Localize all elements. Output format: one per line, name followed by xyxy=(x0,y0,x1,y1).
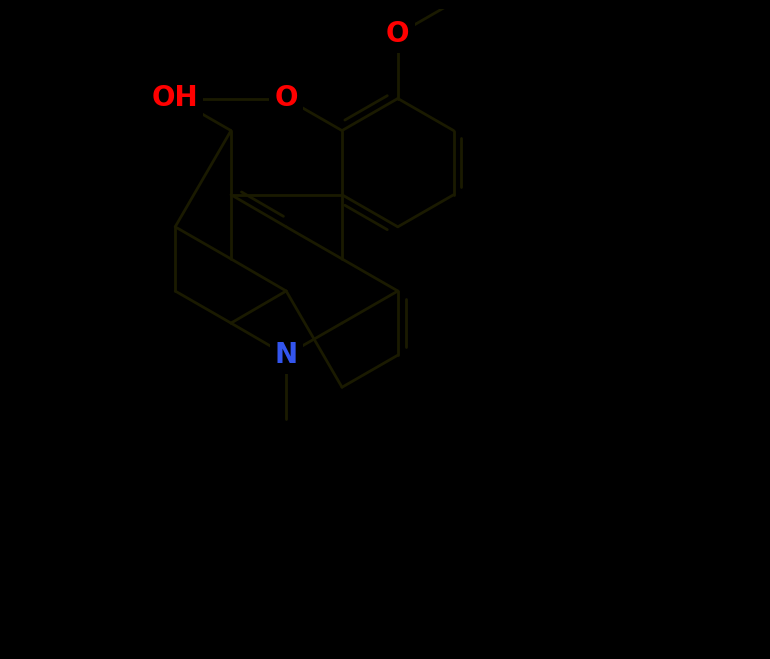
Text: O: O xyxy=(386,20,410,48)
Text: OH: OH xyxy=(152,84,199,113)
Text: N: N xyxy=(275,341,298,369)
Text: O: O xyxy=(274,84,298,113)
